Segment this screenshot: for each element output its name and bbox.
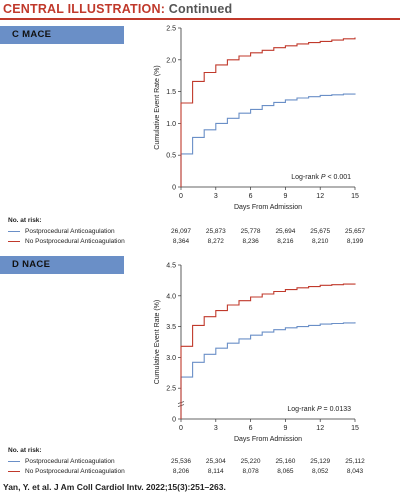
nace-risk-value: 8,052 xyxy=(312,467,329,475)
mace-risk-value: 8,210 xyxy=(312,237,329,245)
mace-no-anticoagulation-curve xyxy=(180,37,356,187)
mace-y-axis-title: Cumulative Event Rate (%) xyxy=(154,65,161,149)
nace-x-tick-label: 9 xyxy=(283,425,287,432)
nace-chart: 0 2.5 3.0 3.5 4.0 4.5 0 3 6 9 12 15 Days From Admiss… xyxy=(154,263,359,444)
panel-c-label: C MACE xyxy=(0,26,124,44)
nace-y-tick-label: 4.5 xyxy=(166,263,176,270)
mace-risk-label: No Postprocedural Anticoagulation xyxy=(25,237,125,245)
mace-risk-value: 25,778 xyxy=(240,228,261,235)
nace-risk-value: 8,206 xyxy=(172,467,190,475)
mace-x-axis-title: Days From Admission xyxy=(234,204,302,211)
mace-x-tick-label: 15 xyxy=(351,193,359,200)
nace-x-axis-title: Days From Admission xyxy=(234,436,302,443)
mace-x-tick-label: 0 xyxy=(179,193,183,200)
mace-risk-row: No Postprocedural Anticoagulation 8,364 8,… xyxy=(0,237,400,246)
nace-no-anticoagulation-curve xyxy=(180,283,356,419)
nace-risk-row: No Postprocedural Anticoagulation 8,206 8,… xyxy=(0,467,400,476)
mace-x-tick-label: 3 xyxy=(214,193,218,200)
mace-risk-value: 8,236 xyxy=(242,237,259,245)
nace-risk-row: Postprocedural Anticoagulation 25,536 25,3… xyxy=(0,457,400,466)
nace-y-tick-label: 3.0 xyxy=(166,355,176,362)
nace-y-axis-title: Cumulative Event Rate (%) xyxy=(154,300,161,384)
mace-y-tick-label: 1.0 xyxy=(166,121,176,128)
mace-y-tick-label: 0.5 xyxy=(166,153,176,160)
nace-anticoagulation-curve xyxy=(180,322,356,419)
nace-risk-value: 25,220 xyxy=(240,458,261,465)
nace-log-rank-annotation: Log-rank P = 0.0133 xyxy=(287,406,351,413)
nace-risk-value: 25,112 xyxy=(345,458,365,465)
figure-header: CENTRAL ILLUSTRATION: Continued xyxy=(0,0,400,18)
mace-risk-row: Postprocedural Anticoagulation 26,097 25,8… xyxy=(0,227,400,236)
nace-risk-label: Postprocedural Anticoagulation xyxy=(25,458,115,465)
panel-d-label: D NACE xyxy=(0,256,124,274)
mace-chart: 0 0.5 1.0 1.5 2.0 2.5 0 3 6 9 12 15 Days From Admiss… xyxy=(154,26,359,212)
nace-risk-value: 8,065 xyxy=(277,467,294,475)
mace-risk-value: 25,694 xyxy=(275,228,296,235)
nace-risk-title: No. at risk: xyxy=(8,447,42,454)
mace-x-tick-label: 12 xyxy=(316,193,324,200)
mace-y-tick-label: 1.5 xyxy=(166,89,176,96)
mace-risk-value: 25,675 xyxy=(310,228,331,235)
mace-risk-swatch xyxy=(8,231,20,233)
nace-x-tick-label: 3 xyxy=(214,425,218,432)
nace-risk-value: 8,078 xyxy=(242,467,259,475)
mace-risk-value: 8,216 xyxy=(277,237,294,245)
nace-risk-value: 25,129 xyxy=(310,458,331,465)
nace-x-tick-label: 0 xyxy=(179,425,183,432)
mace-risk-value: 8,364 xyxy=(172,237,190,245)
mace-risk-value: 26,097 xyxy=(171,228,191,235)
nace-risk-value: 25,536 xyxy=(171,458,191,465)
nace-risk-label: No Postprocedural Anticoagulation xyxy=(25,467,125,475)
mace-log-rank-annotation: Log-rank P < 0.001 xyxy=(291,174,351,181)
nace-y-tick-label: 3.5 xyxy=(166,324,176,331)
nace-y-tick-label: 2.5 xyxy=(166,386,176,393)
mace-risk-value: 25,657 xyxy=(345,228,365,235)
header-subtitle: Continued xyxy=(168,2,233,16)
mace-risk-value: 8,199 xyxy=(346,237,364,245)
mace-risk-title: No. at risk: xyxy=(8,217,42,224)
nace-risk-swatch xyxy=(8,461,20,463)
nace-risk-value: 25,304 xyxy=(205,458,226,465)
citation: Yan, Y. et al. J Am Coll Cardiol Intv. 2… xyxy=(3,482,226,492)
nace-risk-value: 8,114 xyxy=(207,467,224,475)
nace-x-tick-label: 15 xyxy=(351,425,359,432)
nace-x-tick-label: 12 xyxy=(316,425,324,432)
mace-y-tick-label: 2.0 xyxy=(166,57,176,64)
nace-risk-value: 8,043 xyxy=(346,467,364,475)
nace-x-tick-label: 6 xyxy=(249,425,253,432)
mace-anticoagulation-curve xyxy=(180,93,356,187)
mace-risk-value: 8,272 xyxy=(207,237,224,245)
mace-x-tick-label: 9 xyxy=(283,193,287,200)
header-rule xyxy=(0,18,400,20)
mace-y-tick-label: 2.5 xyxy=(166,26,176,33)
mace-risk-swatch xyxy=(8,240,20,242)
mace-risk-label: Postprocedural Anticoagulation xyxy=(25,228,115,235)
nace-risk-value: 25,160 xyxy=(275,458,296,465)
nace-risk-swatch xyxy=(8,470,20,472)
mace-y-tick-label: 0 xyxy=(172,185,176,192)
mace-risk-value: 25,873 xyxy=(205,228,226,235)
header-title: CENTRAL ILLUSTRATION: xyxy=(3,2,166,16)
mace-x-tick-label: 6 xyxy=(249,193,253,200)
nace-y-tick-label: 0 xyxy=(172,417,176,424)
nace-y-tick-label: 4.0 xyxy=(166,293,176,300)
